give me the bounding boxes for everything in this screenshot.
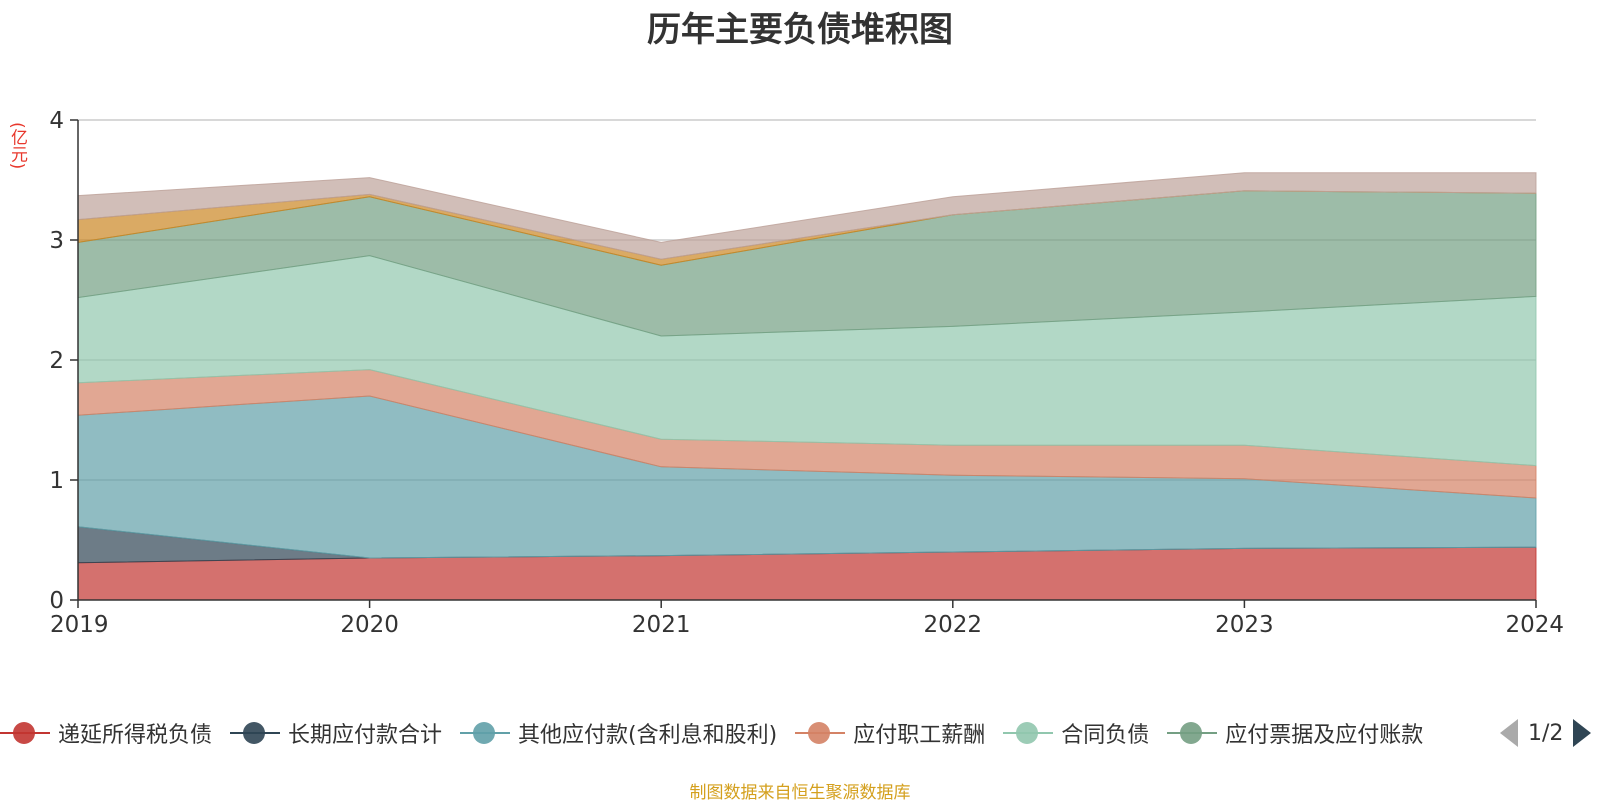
stacked-area-chart: 0 1 2 3 4 2019 2020 2021 2022 2023 2024 <box>49 108 1564 638</box>
legend-label: 长期应付款合计 <box>288 723 443 748</box>
legend-item-5[interactable]: 合同负债 <box>1003 716 1149 750</box>
legend-label: 应付职工薪酬 <box>853 723 986 748</box>
legend-marker-icon <box>1167 716 1218 750</box>
legend-label: 其他应付款(含利息和股利) <box>518 723 778 748</box>
legend-item-3[interactable]: 其他应付款(含利息和股利) <box>460 716 777 750</box>
legend-label: 合同负债 <box>1061 723 1150 748</box>
x-tick-label-2022: 2022 <box>924 612 983 638</box>
legend-page-indicator: 1/2 <box>1528 720 1564 746</box>
legend-next-page-icon[interactable] <box>1573 719 1592 747</box>
y-tick-label-3: 3 <box>49 228 64 254</box>
legend-marker-icon <box>795 716 846 750</box>
legend-prev-page-icon[interactable] <box>1500 719 1518 747</box>
y-tick-label-0: 0 <box>49 588 64 614</box>
legend-marker-icon <box>460 716 511 750</box>
y-axis-unit-label: (亿元) <box>7 122 27 170</box>
x-tick-label-2020: 2020 <box>340 612 399 638</box>
area-series-8 <box>77 172 1537 260</box>
legend-item-6[interactable]: 应付票据及应付账款 <box>1167 716 1423 750</box>
y-tick-label-4: 4 <box>49 108 64 134</box>
y-tick-label-1: 1 <box>49 468 64 494</box>
axes <box>70 119 1537 608</box>
data-source-note: 制图数据来自恒生聚源数据库 <box>689 783 911 803</box>
legend-marker-icon <box>1003 716 1054 750</box>
area-series-layer <box>77 172 1537 601</box>
legend-label: 递延所得税负债 <box>58 723 213 748</box>
legend-item-4[interactable]: 应付职工薪酬 <box>795 716 985 750</box>
x-tick-label-2019: 2019 <box>50 612 109 638</box>
legend-pager: 1/2 <box>1500 716 1600 750</box>
legend-item-2[interactable]: 长期应付款合计 <box>230 716 442 750</box>
x-tick-label-2021: 2021 <box>632 612 691 638</box>
legend: 递延所得税负债 长期应付款合计 其他应付款(含利息和股利) 应付职工薪酬 合同负债 应付票… <box>0 716 1480 750</box>
x-tick-label-2024: 2024 <box>1505 612 1564 638</box>
tick-labels: 0 1 2 3 4 2019 2020 2021 2022 2023 2024 <box>49 108 1564 638</box>
x-tick-label-2023: 2023 <box>1215 612 1274 638</box>
chart-title: 历年主要负债堆积图 <box>647 10 953 50</box>
legend-marker-icon <box>0 716 50 750</box>
legend-item-1[interactable]: 递延所得税负债 <box>0 716 212 750</box>
legend-marker-icon <box>230 716 281 750</box>
legend-label: 应付票据及应付账款 <box>1225 723 1424 748</box>
y-tick-label-2: 2 <box>49 348 64 374</box>
